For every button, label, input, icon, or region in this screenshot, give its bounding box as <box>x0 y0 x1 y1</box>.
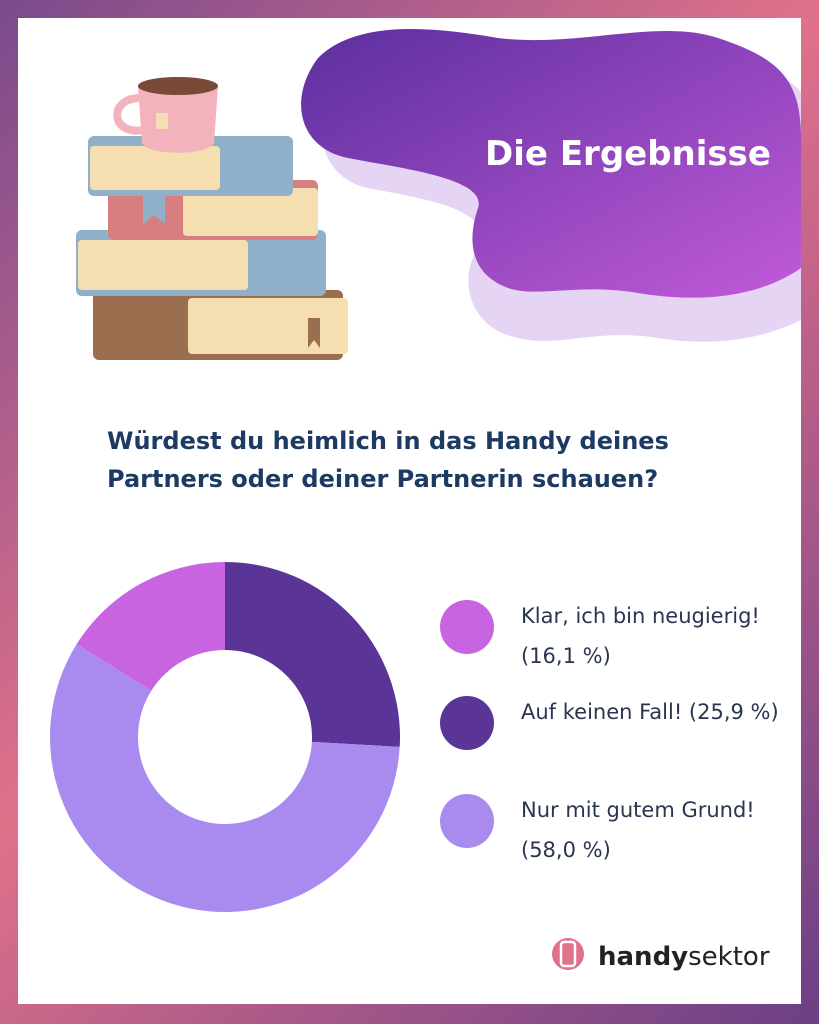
pie-slice <box>76 562 225 691</box>
header-title: Die Ergebnisse <box>485 134 771 174</box>
legend-entry: Klar, ich bin neugierig! (16,1 %) <box>521 596 781 676</box>
legend-swatch <box>440 794 494 848</box>
logo-bold: handy <box>598 942 689 972</box>
logo: handysektor <box>598 942 770 972</box>
donut-chart <box>49 562 400 912</box>
logo-regular: sektor <box>688 942 770 972</box>
legend-swatch <box>440 600 494 654</box>
panel: Die Ergebnisse Würdest du heimlich in da… <box>18 18 801 1004</box>
books-illustration <box>76 77 348 360</box>
legend-label: Klar, ich bin neugierig! <box>521 604 760 628</box>
value-label: (25,9 %) <box>688 700 779 724</box>
value-label: (58,0 %) <box>521 838 611 862</box>
value-label: (16,1 %) <box>521 644 611 668</box>
legend-entry: Nur mit gutem Grund! (58,0 %) <box>521 790 781 870</box>
logo-icon <box>552 938 584 970</box>
pie-slice <box>49 644 400 912</box>
artwork <box>49 29 801 970</box>
chart-title: Würdest du heimlich in das Handy deines … <box>107 427 669 493</box>
legend-label: Nur mit gutem Grund! <box>521 798 755 822</box>
blob <box>301 29 801 298</box>
legend-label: Auf keinen Fall! <box>521 700 683 724</box>
legend-swatch <box>440 696 494 750</box>
legend-entry: Auf keinen Fall! (25,9 %) <box>521 692 781 732</box>
pie-slice <box>225 562 400 747</box>
